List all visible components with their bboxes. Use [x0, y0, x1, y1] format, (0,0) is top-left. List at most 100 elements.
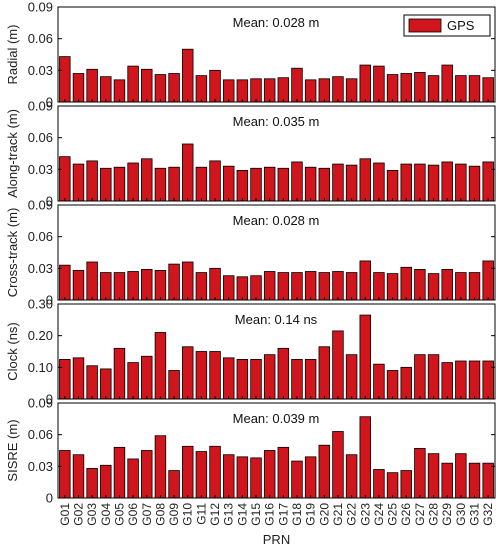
- bar-2-G04: [100, 167, 112, 202]
- ytick-label-2-2: 0.06: [28, 130, 53, 145]
- xtick-label-G05: G05: [112, 503, 126, 526]
- bar-2-G27: [414, 163, 426, 202]
- xtick-label-G07: G07: [140, 503, 154, 526]
- xtick-label-G16: G16: [263, 503, 277, 526]
- bar-5-G03: [86, 468, 98, 499]
- bar-1-G31: [468, 75, 481, 103]
- ylabel-4: Clock (ns): [5, 322, 20, 381]
- bar-3-G18: [291, 272, 303, 301]
- bar-3-G12: [209, 267, 221, 301]
- bar-1-G24: [373, 65, 385, 103]
- bar-2-G05: [113, 166, 126, 202]
- bar-4-G16: [263, 354, 276, 400]
- xtick-label-G12: G12: [208, 503, 222, 526]
- xtick-label-G18: G18: [290, 503, 304, 526]
- bar-3-G21: [332, 271, 344, 301]
- bar-5-G29: [441, 462, 453, 499]
- bar-5-G28: [427, 453, 440, 499]
- bar-2-G28: [427, 164, 440, 202]
- xtick-label-G31: G31: [468, 503, 482, 526]
- xtick-label-G22: G22: [345, 503, 359, 526]
- bar-2-G02: [72, 163, 85, 202]
- bar-3-G05: [113, 272, 126, 301]
- bar-1-G27: [414, 72, 426, 103]
- bar-3-G32: [482, 260, 494, 301]
- xtick-label-G30: G30: [454, 503, 468, 526]
- bar-3-G28: [427, 273, 440, 301]
- mean-annotation-4: Mean: 0.14 ns: [235, 312, 318, 327]
- bar-4-G29: [441, 362, 453, 400]
- ytick-label-4-0: 0: [46, 392, 53, 407]
- bar-5-G14: [236, 456, 249, 499]
- bar-2-G32: [482, 161, 494, 202]
- xtick-label-G01: G01: [58, 503, 72, 526]
- bar-4-G07: [141, 355, 153, 400]
- mean-annotation-2: Mean: 0.035 m: [233, 114, 320, 129]
- bar-4-G27: [414, 354, 426, 400]
- bar-4-G12: [209, 351, 221, 400]
- bar-3-G24: [373, 272, 385, 301]
- bar-4-G14: [236, 359, 249, 400]
- xtick-label-G25: G25: [386, 503, 400, 526]
- xtick-label-G09: G09: [167, 503, 181, 526]
- ytick-label-3-3: 0.09: [28, 198, 53, 213]
- bar-2-G23: [359, 158, 371, 202]
- ylabel-2: Along-track (m): [5, 109, 20, 198]
- ytick-label-5-3: 0.09: [28, 396, 53, 411]
- bar-5-G32: [482, 462, 494, 499]
- bar-3-G03: [86, 261, 98, 301]
- panel-frame-1: [57, 6, 496, 103]
- bar-2-G15: [250, 167, 262, 202]
- bar-3-G06: [127, 271, 139, 301]
- bar-4-G22: [345, 354, 358, 400]
- ytick-label-1-3: 0.09: [28, 0, 53, 15]
- bar-3-G30: [455, 272, 467, 301]
- ylabel-5: SISRE (m): [5, 419, 20, 481]
- bar-3-G15: [250, 275, 262, 301]
- bar-1-G03: [86, 68, 98, 103]
- bar-5-G02: [72, 454, 85, 499]
- bar-1-G14: [236, 79, 249, 103]
- bar-3-G17: [277, 272, 290, 301]
- bar-4-G02: [72, 357, 85, 400]
- bar-3-G11: [195, 272, 208, 301]
- bar-4-G08: [154, 332, 167, 400]
- bar-4-G19: [304, 359, 317, 400]
- bar-2-G29: [441, 161, 453, 202]
- bar-5-G08: [154, 435, 167, 499]
- mean-annotation-3: Mean: 0.028 m: [233, 213, 320, 228]
- bar-4-G09: [168, 370, 180, 400]
- bar-2-G06: [127, 162, 139, 202]
- bar-1-G30: [455, 75, 467, 103]
- bar-2-G07: [141, 158, 153, 202]
- bar-1-G02: [72, 73, 85, 103]
- bar-2-G03: [86, 160, 98, 202]
- bar-2-G25: [386, 169, 399, 202]
- bar-2-G20: [318, 167, 331, 202]
- panel-frame-5: [57, 402, 496, 499]
- bar-4-G13: [222, 357, 235, 400]
- bar-1-G19: [304, 79, 317, 103]
- bar-5-G09: [168, 470, 180, 499]
- bar-3-G26: [400, 266, 412, 301]
- ytick-label-2-1: 0.03: [28, 162, 53, 177]
- xtick-label-G23: G23: [358, 503, 372, 526]
- bar-3-G02: [72, 270, 85, 301]
- xtick-label-G20: G20: [317, 503, 331, 526]
- bar-1-G07: [141, 68, 153, 103]
- bar-5-G07: [141, 450, 153, 499]
- bar-3-G16: [263, 271, 276, 301]
- xtick-label-G14: G14: [235, 503, 249, 526]
- bar-3-G31: [468, 272, 481, 301]
- bar-2-G19: [304, 166, 317, 202]
- bar-5-G21: [332, 431, 344, 499]
- bar-5-G27: [414, 447, 426, 499]
- legend-label: GPS: [447, 18, 475, 33]
- ytick-label-3-2: 0.06: [28, 229, 53, 244]
- bar-4-G18: [291, 359, 303, 400]
- bar-1-G21: [332, 76, 344, 103]
- xtick-label-G08: G08: [153, 503, 167, 526]
- xtick-label-G10: G10: [181, 503, 195, 526]
- bar-2-G10: [182, 143, 194, 202]
- bar-1-G06: [127, 65, 139, 103]
